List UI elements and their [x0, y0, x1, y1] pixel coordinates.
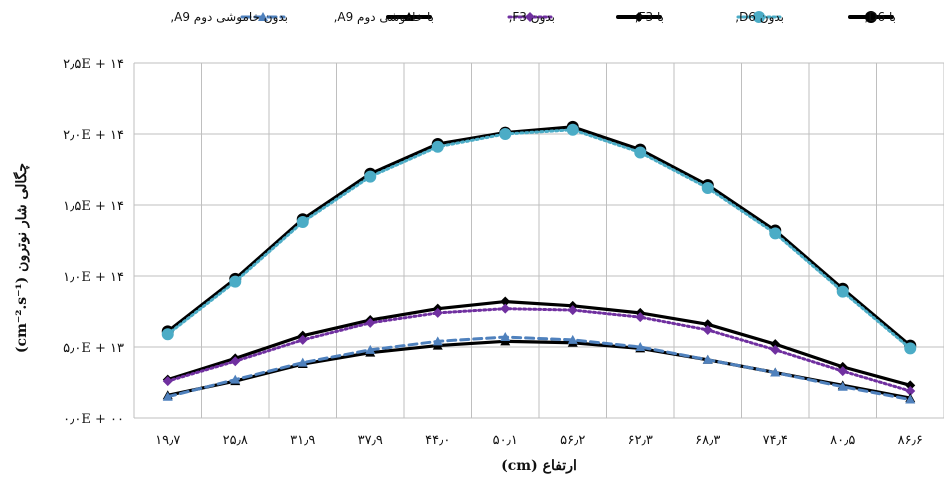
x-tick-label: ۳۱٫۹ — [290, 433, 315, 448]
data-point — [905, 386, 916, 397]
legend-item: بدون خاموشی دوم A9, — [170, 10, 288, 25]
data-point — [229, 275, 242, 288]
legend-marker — [258, 12, 268, 21]
series-2 — [161, 123, 917, 355]
data-point — [634, 146, 647, 159]
data-point — [230, 374, 241, 384]
data-point — [365, 344, 376, 354]
series-line — [166, 125, 912, 348]
data-point — [635, 342, 646, 351]
data-point — [769, 227, 782, 240]
legend-marker — [404, 12, 414, 21]
x-tick-label: ۸۶٫۶ — [898, 433, 923, 448]
x-tick-label: ۶۸٫۳ — [695, 433, 720, 448]
x-tick-label: ۶۲٫۳ — [628, 433, 653, 448]
legend-label: با F3, — [635, 10, 664, 24]
data-point — [837, 366, 848, 377]
legend-item: با F3, — [616, 10, 664, 24]
series-line — [166, 307, 912, 393]
x-tick-label: ۵۰٫۱ — [493, 433, 518, 448]
data-point — [770, 367, 781, 377]
y-tick-label: ۱٫۰E + ۱۴ — [63, 270, 124, 285]
data-point — [904, 342, 917, 355]
data-point — [499, 128, 512, 140]
legend: با D6, بدون D6, با F3, بدون F3, با خاموشی دو… — [170, 10, 896, 25]
y-axis-ticks: ۰٫۰E + ۰۰ ۵٫۰E + ۱۳ ۱٫۰E + ۱۴ ۱٫۵E + ۱۴ ۲٫۰E… — [63, 57, 124, 427]
legend-marker — [865, 11, 877, 23]
data-point — [500, 296, 511, 307]
data-point — [702, 324, 713, 335]
x-tick-label: ۳۷٫۹ — [358, 433, 383, 448]
data-point — [567, 305, 578, 316]
x-tick-label: ۲۵٫۸ — [223, 433, 248, 448]
legend-label: بدون D6, — [735, 10, 784, 25]
y-axis-title: چگالی شار نوترون (cm⁻².s⁻¹) — [13, 163, 30, 353]
data-point — [566, 123, 579, 136]
legend-item: با خاموشی دوم A9, — [334, 10, 434, 25]
data-point — [500, 332, 511, 342]
data-point — [770, 339, 781, 350]
x-tick-label: ۷۴٫۴ — [763, 433, 788, 448]
series-4 — [162, 303, 916, 397]
data-point — [432, 336, 443, 346]
series-line — [166, 128, 912, 350]
x-axis-title: ارتفاع (cm) — [501, 458, 577, 474]
x-tick-label: ۵۶٫۲ — [560, 433, 585, 448]
data-point — [432, 307, 443, 318]
data-point — [296, 216, 309, 229]
legend-marker — [634, 12, 644, 22]
legend-label: بدون F3, — [509, 10, 555, 25]
legend-item: بدون F3, — [507, 10, 555, 25]
y-tick-label: ۰٫۰E + ۰۰ — [63, 412, 124, 427]
data-point — [567, 334, 578, 344]
legend-item: با D6, — [848, 10, 896, 24]
data-point — [230, 356, 241, 367]
data-point — [431, 140, 444, 153]
data-point — [297, 334, 308, 345]
series-line — [166, 299, 912, 387]
data-point — [364, 170, 377, 183]
legend-marker — [525, 12, 535, 22]
data-point — [701, 181, 714, 194]
series-line — [166, 335, 912, 402]
data-point — [162, 391, 173, 401]
data-point — [500, 303, 511, 314]
data-point — [770, 344, 781, 355]
data-point — [702, 319, 713, 330]
x-tick-label: ۸۰٫۵ — [830, 433, 855, 448]
data-point — [635, 312, 646, 323]
data-point — [161, 328, 174, 341]
y-tick-label: ۲٫۰E + ۱۴ — [63, 128, 124, 143]
data-point — [837, 381, 848, 391]
legend-label: با D6, — [864, 10, 896, 24]
data-point — [836, 285, 849, 298]
series-group — [161, 120, 917, 404]
data-point — [297, 357, 308, 367]
x-tick-label: ۴۴٫۰ — [425, 433, 450, 448]
data-point — [702, 354, 713, 364]
data-point — [905, 394, 916, 404]
data-point — [905, 380, 916, 391]
y-tick-label: ۱٫۵E + ۱۴ — [63, 199, 124, 214]
legend-marker — [753, 11, 765, 23]
legend-item: بدون D6, — [735, 10, 784, 25]
x-axis-ticks: ۱۹٫۷ ۲۵٫۸ ۳۱٫۹ ۳۷٫۹ ۴۴٫۰ ۵۰٫۱ ۵۶٫۲ ۶۲٫۳ ۶۸٫۳ ۷۴٫۴… — [155, 433, 923, 448]
data-point — [162, 376, 173, 387]
y-tick-label: ۵٫۰E + ۱۳ — [63, 341, 124, 356]
legend-label: بدون خاموشی دوم A9, — [170, 10, 288, 25]
y-tick-label: ۲٫۵E + ۱۴ — [63, 57, 124, 72]
data-point — [365, 317, 376, 328]
series-6 — [162, 332, 916, 404]
legend-label: با خاموشی دوم A9, — [334, 10, 434, 25]
x-tick-label: ۱۹٫۷ — [155, 433, 180, 448]
